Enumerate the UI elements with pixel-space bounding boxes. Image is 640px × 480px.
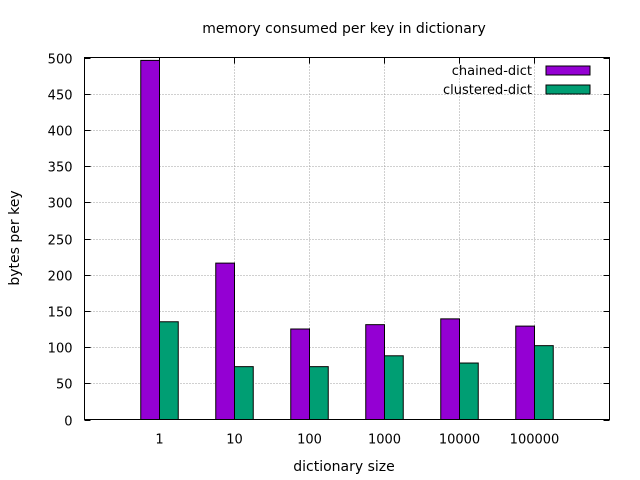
y-tick-label: 400 (48, 125, 73, 140)
legend: chained-dict clustered-dict (443, 64, 591, 98)
bar-chained-dict-10000 (440, 318, 460, 421)
x-tick-label: 1000 (368, 433, 401, 448)
x-tick-label: 1 (155, 433, 163, 448)
y-axis-label: bytes per key (7, 190, 23, 285)
bar-clustered-dict-10 (234, 366, 254, 421)
bar-chained-dict-1 (140, 59, 160, 421)
bar-chained-dict-100 (290, 328, 310, 420)
bar-chained-dict-1000 (365, 324, 385, 421)
x-tick-label: 100 (297, 433, 322, 448)
y-tick-label: 350 (48, 161, 73, 176)
bar-clustered-dict-100000 (534, 345, 554, 421)
x-axis-label: dictionary size (293, 459, 395, 475)
y-tick-label: 150 (48, 306, 73, 321)
legend-label-chained-dict: chained-dict (452, 64, 532, 79)
bar-clustered-dict-1 (159, 321, 179, 421)
bar-clustered-dict-100 (309, 366, 329, 421)
legend-swatch-chained-dict (545, 65, 591, 76)
x-tick-label: 10000 (439, 433, 480, 448)
x-tick-label: 100000 (510, 433, 560, 448)
bar-chained-dict-10 (215, 262, 235, 420)
y-tick-label: 500 (48, 53, 73, 68)
axis-ticks: 0 50 100 150 200 250 300 350 400 450 500 1 10 100 1000… (48, 53, 610, 448)
bar-chained-dict-100000 (515, 325, 535, 421)
y-tick-label: 300 (48, 197, 73, 212)
y-tick-label: 100 (48, 342, 73, 357)
bar-clustered-dict-10000 (459, 362, 479, 421)
x-tick-label: 10 (226, 433, 243, 448)
y-tick-label: 450 (48, 89, 73, 104)
legend-swatch-clustered-dict (545, 84, 591, 95)
y-tick-label: 50 (56, 378, 73, 393)
bar-clustered-dict-1000 (384, 355, 404, 420)
y-tick-label: 200 (48, 270, 73, 285)
plot-frame (84, 57, 610, 420)
y-tick-label: 250 (48, 234, 73, 249)
legend-label-clustered-dict: clustered-dict (443, 83, 532, 98)
chart-title: memory consumed per key in dictionary (202, 21, 486, 37)
bars (140, 59, 554, 421)
y-tick-label: 0 (64, 415, 72, 430)
